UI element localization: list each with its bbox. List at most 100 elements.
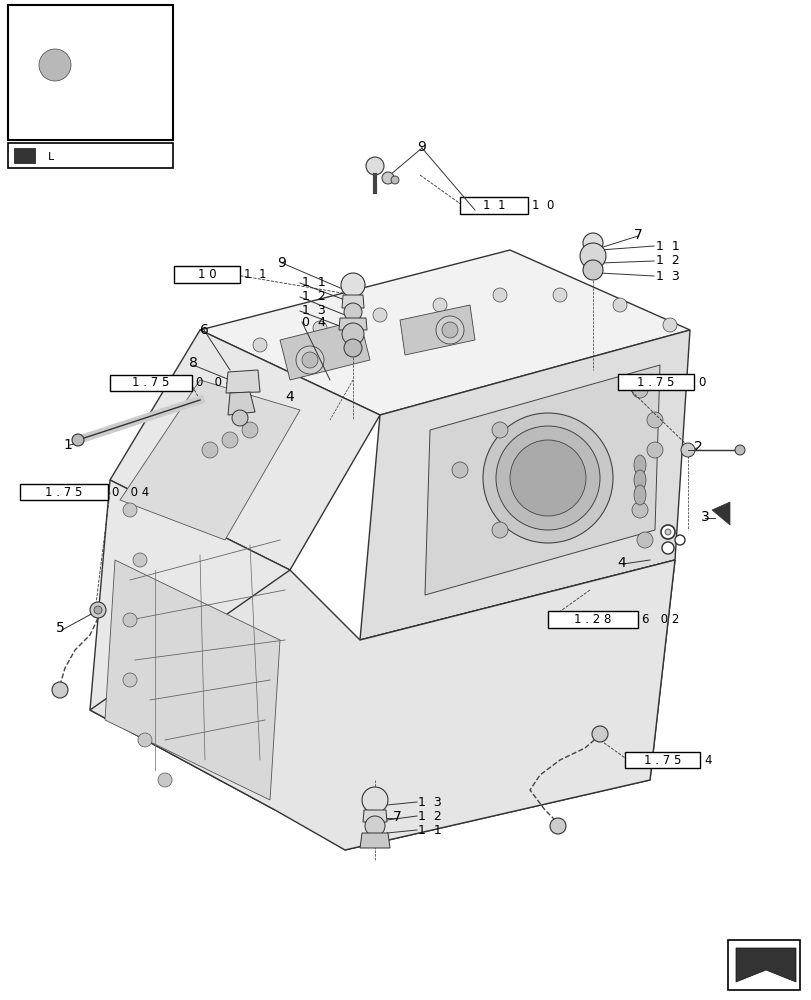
Circle shape: [680, 443, 694, 457]
Circle shape: [232, 410, 247, 426]
Circle shape: [90, 602, 106, 618]
Text: 4: 4: [703, 754, 710, 766]
Circle shape: [122, 673, 137, 687]
Circle shape: [122, 613, 137, 627]
Text: 1  1: 1 1: [243, 268, 266, 281]
Circle shape: [242, 422, 258, 438]
Text: 1  1: 1 1: [418, 824, 441, 838]
Text: 1  2: 1 2: [418, 810, 441, 824]
Circle shape: [39, 49, 71, 81]
Circle shape: [72, 434, 84, 446]
Circle shape: [344, 339, 362, 357]
Polygon shape: [228, 392, 255, 415]
Circle shape: [631, 382, 647, 398]
Circle shape: [734, 445, 744, 455]
Polygon shape: [120, 380, 299, 540]
Text: 1  3: 1 3: [655, 269, 679, 282]
Circle shape: [52, 682, 68, 698]
Text: 6: 6: [200, 323, 208, 337]
Polygon shape: [90, 480, 290, 810]
Polygon shape: [359, 330, 689, 640]
Polygon shape: [424, 365, 659, 595]
Circle shape: [509, 440, 586, 516]
Polygon shape: [735, 948, 795, 982]
Circle shape: [483, 413, 612, 543]
Text: 3: 3: [700, 510, 709, 524]
Polygon shape: [90, 10, 139, 28]
Text: 6   0 2: 6 0 2: [642, 613, 679, 626]
Polygon shape: [15, 10, 165, 90]
Circle shape: [372, 308, 387, 322]
Circle shape: [582, 260, 603, 280]
Circle shape: [366, 157, 384, 175]
Circle shape: [27, 37, 83, 93]
Polygon shape: [105, 560, 280, 800]
Text: 7: 7: [633, 228, 642, 242]
Bar: [624, 752, 699, 768]
Circle shape: [674, 535, 684, 545]
Text: 4: 4: [285, 390, 294, 404]
Circle shape: [492, 288, 506, 302]
Circle shape: [133, 553, 147, 567]
Text: 7: 7: [393, 810, 401, 824]
Text: 2: 2: [693, 440, 702, 454]
Ellipse shape: [633, 455, 646, 475]
Circle shape: [362, 787, 388, 813]
Polygon shape: [109, 330, 380, 570]
Text: 1 . 7 5: 1 . 7 5: [132, 376, 169, 389]
Circle shape: [441, 322, 457, 338]
Circle shape: [436, 316, 463, 344]
Circle shape: [582, 233, 603, 253]
Polygon shape: [80, 20, 162, 90]
Circle shape: [312, 321, 327, 335]
Polygon shape: [711, 502, 729, 525]
Circle shape: [381, 172, 393, 184]
Polygon shape: [338, 318, 367, 330]
Text: 0  4: 0 4: [302, 316, 325, 330]
Circle shape: [549, 818, 565, 834]
Circle shape: [552, 288, 566, 302]
Circle shape: [612, 298, 626, 312]
Text: L: L: [48, 152, 54, 162]
Text: 0   0 4: 0 0 4: [195, 376, 233, 389]
Circle shape: [664, 529, 670, 535]
Text: 1 0: 1 0: [197, 268, 216, 281]
Text: 1 . 2 8: 1 . 2 8: [573, 613, 611, 626]
Polygon shape: [400, 305, 474, 355]
Circle shape: [646, 442, 663, 458]
Text: 1 . 7 5: 1 . 7 5: [637, 375, 674, 388]
Circle shape: [663, 318, 676, 332]
Bar: [727, 940, 799, 990]
Text: 4: 4: [617, 556, 625, 570]
Bar: [20, 484, 108, 500]
Circle shape: [496, 426, 599, 530]
Circle shape: [158, 773, 172, 787]
Text: 1  2: 1 2: [302, 290, 325, 304]
Bar: [617, 374, 693, 390]
Circle shape: [221, 432, 238, 448]
Bar: [174, 266, 240, 283]
Polygon shape: [280, 320, 370, 380]
Text: 1  2: 1 2: [655, 254, 679, 267]
Circle shape: [341, 323, 363, 345]
Text: 1  1: 1 1: [302, 276, 325, 290]
Circle shape: [253, 338, 267, 352]
Circle shape: [302, 352, 318, 368]
Circle shape: [579, 243, 605, 269]
Circle shape: [202, 442, 217, 458]
Circle shape: [491, 522, 508, 538]
Circle shape: [365, 816, 384, 836]
Text: 8: 8: [188, 356, 197, 370]
Circle shape: [94, 606, 102, 614]
Text: 5: 5: [56, 621, 64, 635]
Text: 0   0 4: 0 0 4: [112, 486, 149, 498]
Bar: [8, 5, 173, 140]
Circle shape: [341, 273, 365, 297]
Polygon shape: [200, 250, 689, 415]
Polygon shape: [341, 295, 363, 308]
Circle shape: [452, 462, 467, 478]
Text: 1  3: 1 3: [302, 304, 325, 318]
Ellipse shape: [633, 470, 646, 490]
Ellipse shape: [633, 485, 646, 505]
Circle shape: [138, 733, 152, 747]
